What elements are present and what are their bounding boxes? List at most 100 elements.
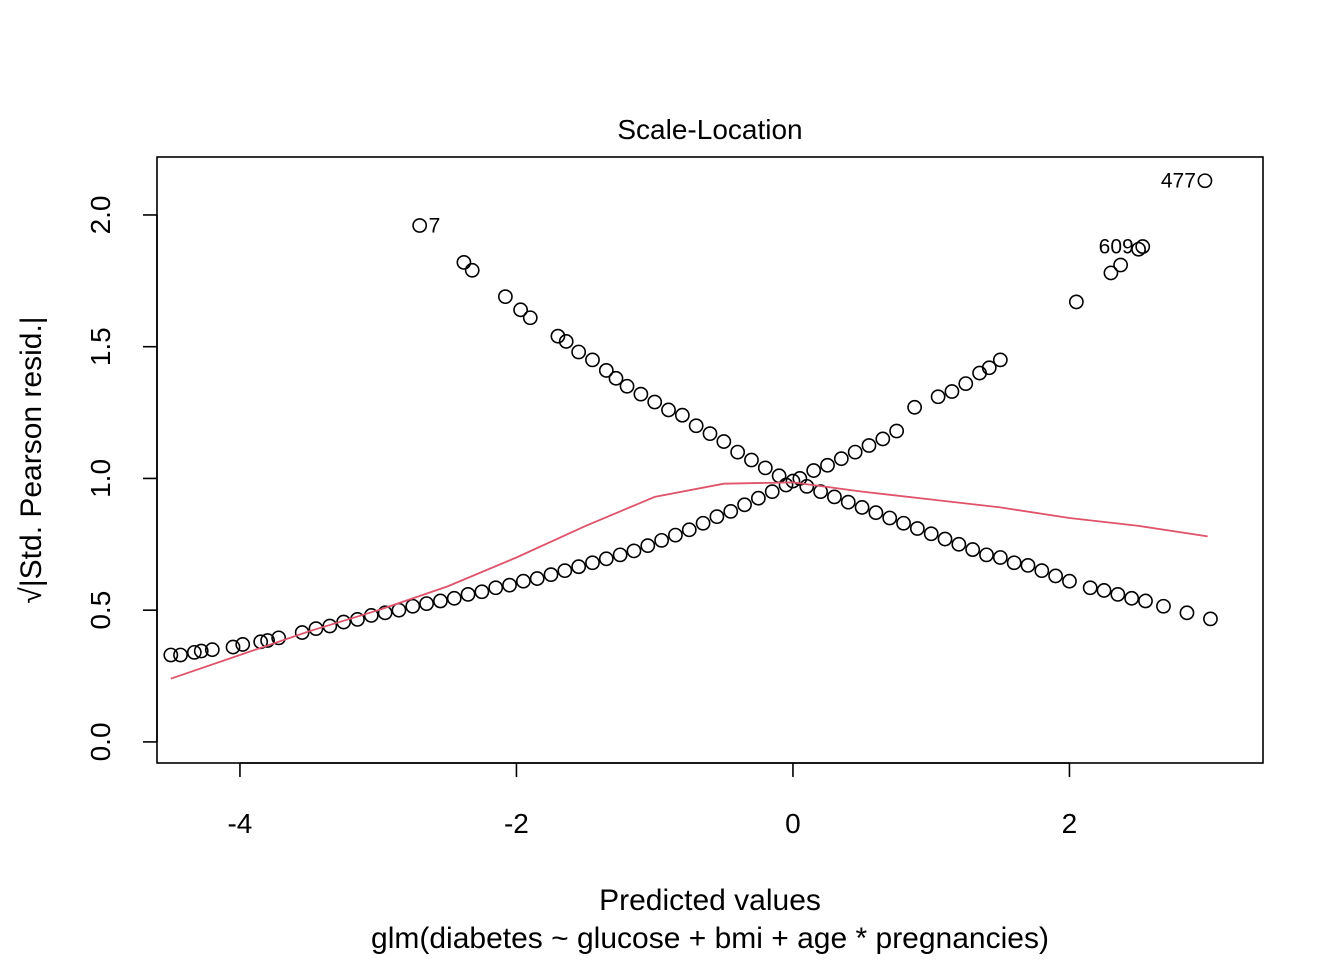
data-point [709,509,725,525]
data-point [1131,241,1146,257]
data-point [1156,598,1171,614]
data-point [1203,611,1218,627]
data-point [992,352,1008,368]
data-point [992,550,1008,565]
data-point [585,352,600,368]
data-point [626,543,642,559]
y-tick-label: 1.5 [85,327,116,366]
smoother-line [170,481,1208,680]
plot-frame [156,156,1264,764]
data-point [419,596,434,611]
data-point [1020,557,1036,573]
data-point [889,423,905,439]
x-tick-label: -4 [227,808,252,839]
point-label: 477 [1161,170,1196,193]
data-point [764,484,780,500]
data-point [695,515,711,531]
data-point [405,598,421,614]
data-point [640,538,656,554]
data-point [979,547,994,563]
data-point [1034,563,1050,579]
data-point [907,399,923,415]
data-point [186,644,202,660]
data-point [433,593,448,609]
data-point [571,559,587,575]
data-point [464,262,480,278]
data-point [173,647,188,663]
data-point [820,457,835,473]
data-point [875,431,891,447]
data-point [930,389,946,405]
data-point [235,637,251,652]
data-point [799,478,815,494]
data-point [668,527,683,543]
data-point [456,254,472,270]
data-point [937,531,953,547]
data-point [896,515,911,531]
data-point [515,573,531,589]
scatter-points [163,173,1218,663]
data-point [598,363,614,378]
data-point [522,310,538,326]
data-point [1048,568,1064,584]
data-point [757,460,773,476]
data-point [681,522,697,538]
x-tick-label: -2 [504,808,529,839]
data-point [833,451,849,467]
data-point [981,360,997,376]
x-tick-label: 2 [1062,808,1078,839]
data-point [1124,590,1140,606]
y-tick-label: 1.0 [85,459,116,498]
data-point [446,590,462,606]
data-point [1068,294,1084,310]
data-point [412,218,428,233]
data-point [612,547,628,563]
data-point [861,438,877,453]
data-point [661,402,676,418]
data-point [308,621,324,637]
data-point [543,567,559,583]
data-point [737,497,752,513]
y-axis: 0.0 0.5 1.0 1.5 2.0 [85,195,158,761]
data-point [785,473,801,489]
y-tick-label: 0.0 [85,722,116,761]
data-point [557,563,573,579]
data-point [377,605,393,621]
point-label: 609 [1099,236,1134,259]
smoother-line-group [170,481,1208,680]
data-point [1138,593,1153,609]
data-point [854,500,870,515]
data-point [633,386,649,402]
data-point [1082,580,1098,596]
y-tick-label: 0.5 [85,591,116,630]
data-point [868,505,884,521]
data-point [571,344,587,360]
data-point [702,426,718,442]
y-axis-label: √|Std. Pearson resid.| [15,316,48,603]
data-point [965,542,981,557]
model-formula-subtitle: glm(diabetes ~ glucose + bmi + age * pre… [371,922,1049,955]
data-point [813,484,828,500]
data-point [1103,265,1119,281]
data-point [204,642,220,658]
data-point [502,577,517,593]
data-point [882,510,898,526]
data-point [944,384,960,399]
y-tick-label: 2.0 [85,195,116,234]
data-point [497,289,513,305]
data-point [744,452,759,468]
data-point [363,608,379,623]
data-point [1113,257,1129,273]
data-point [806,463,822,478]
data-point [674,407,690,423]
data-point [163,647,179,663]
data-point [716,434,732,449]
data-point [1197,173,1213,189]
data-point [550,328,566,344]
data-point [529,571,545,586]
x-tick-label: 0 [785,808,801,839]
data-point [909,521,925,536]
data-point [619,378,635,394]
chart-title: Scale-Location [617,114,802,145]
data-point [1179,605,1195,621]
